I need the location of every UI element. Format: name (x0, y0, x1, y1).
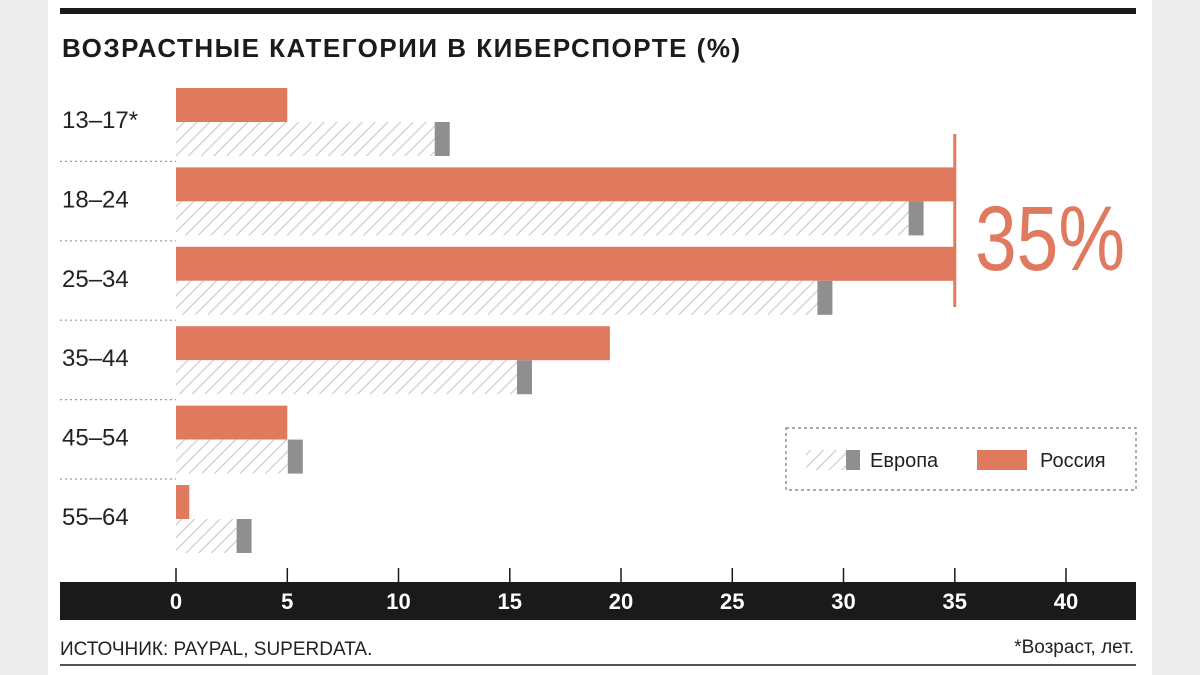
x-tick-label: 0 (170, 589, 182, 614)
x-tick-label: 25 (720, 589, 744, 614)
x-tick-label: 35 (943, 589, 967, 614)
bar-russia (176, 246, 955, 281)
chart-title: ВОЗРАСТНЫЕ КАТЕГОРИИ В КИБЕРСПОРТЕ (%) (62, 33, 742, 63)
x-tick-label: 40 (1054, 589, 1078, 614)
bar-russia (176, 326, 610, 361)
bar-europe-cap (817, 280, 833, 315)
bar-europe (176, 360, 517, 395)
bar-europe (176, 439, 288, 474)
bar-europe-cap (434, 122, 450, 156)
category-label: 55–64 (62, 504, 129, 531)
bar-europe-cap (908, 201, 924, 236)
source-note: ИСТОЧНИК: PAYPAL, SUPERDATA. (60, 639, 372, 660)
chart-rows: 13–17* 18–24 25–34 35–44 45–54 55–64 (60, 88, 955, 553)
legend-label-russia: Россия (1040, 450, 1106, 472)
category-label: 13–17* (62, 107, 138, 134)
bar-russia (176, 485, 190, 519)
category-label: 45–54 (62, 425, 129, 452)
x-tick-label: 20 (609, 589, 633, 614)
bar-europe (176, 201, 909, 236)
x-tick-label: 5 (281, 589, 293, 614)
bar-europe-cap (236, 519, 252, 553)
callout-value: 35% (975, 188, 1125, 290)
legend-swatch-russia (977, 450, 1027, 470)
x-tick-label: 10 (386, 589, 410, 614)
bar-russia (176, 167, 955, 202)
legend-swatch-europe-cap (846, 450, 860, 470)
category-label: 18–24 (62, 186, 129, 213)
legend-swatch-europe (806, 450, 846, 470)
x-tick-label: 30 (831, 589, 855, 614)
category-label: 25–34 (62, 266, 129, 293)
bar-europe-cap (287, 439, 303, 474)
bar-europe (176, 519, 237, 553)
legend-label-europe: Европа (870, 450, 939, 472)
legend: Европа Россия (785, 427, 1137, 491)
bar-russia (176, 405, 288, 440)
bar-europe (176, 280, 818, 315)
age-footnote: *Возраст, лет. (1014, 637, 1134, 658)
top-rule (60, 8, 1136, 14)
x-axis-ticks: 0 5 10 15 20 25 30 35 40 (170, 568, 1078, 614)
bar-europe-cap (517, 360, 532, 395)
category-label: 35–44 (62, 345, 129, 372)
bar-russia (176, 88, 288, 122)
x-axis-band (60, 582, 1136, 620)
bar-europe (176, 122, 435, 156)
x-tick-label: 15 (498, 589, 522, 614)
